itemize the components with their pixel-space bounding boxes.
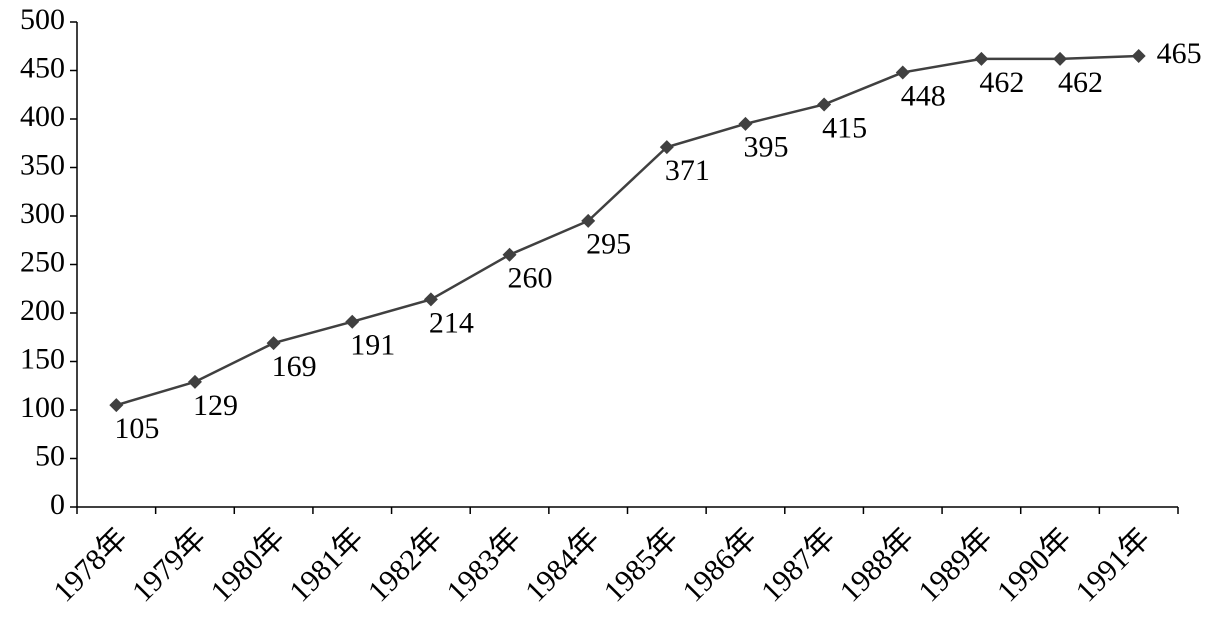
- y-tick-label: 250: [20, 245, 65, 278]
- x-tick-label: 1982年: [362, 521, 449, 608]
- y-tick-label: 0: [50, 488, 65, 521]
- x-tick-label: 1990年: [991, 521, 1078, 608]
- data-label: 462: [979, 66, 1024, 99]
- x-tick-label: 1986年: [676, 521, 763, 608]
- y-tick-label: 100: [20, 391, 65, 424]
- data-label: 371: [665, 154, 710, 187]
- marker: [895, 65, 910, 80]
- y-tick-label: 200: [20, 294, 65, 327]
- x-tick-label: 1979年: [126, 521, 213, 608]
- y-tick-label: 300: [20, 197, 65, 230]
- marker: [187, 374, 202, 389]
- x-tick-label: 1981年: [283, 521, 370, 608]
- data-label: 105: [114, 412, 159, 445]
- marker: [109, 398, 124, 413]
- marker: [345, 314, 360, 329]
- marker: [502, 247, 517, 262]
- data-label: 395: [743, 131, 788, 164]
- marker: [423, 292, 438, 307]
- x-tick-label: 1987年: [755, 521, 842, 608]
- marker: [1053, 51, 1068, 66]
- x-tick-label: 1985年: [598, 521, 685, 608]
- y-tick-label: 450: [20, 51, 65, 84]
- data-label: 465: [1157, 37, 1202, 70]
- marker: [974, 51, 989, 66]
- data-label: 214: [429, 306, 474, 339]
- x-tick-label: 1991年: [1070, 521, 1157, 608]
- data-label: 448: [901, 79, 946, 112]
- marker: [266, 336, 281, 351]
- data-label: 169: [272, 350, 317, 383]
- y-tick-label: 400: [20, 100, 65, 133]
- x-tick-label: 1980年: [204, 521, 291, 608]
- x-tick-label: 1978年: [47, 521, 134, 608]
- y-tick-label: 350: [20, 148, 65, 181]
- data-label: 191: [350, 329, 395, 362]
- data-label: 462: [1058, 66, 1103, 99]
- marker: [817, 97, 832, 112]
- y-tick-label: 500: [20, 3, 65, 36]
- data-label: 129: [193, 389, 238, 422]
- data-label: 415: [822, 111, 867, 144]
- marker: [659, 140, 674, 155]
- line: [115, 54, 1139, 407]
- x-tick-label: 1988年: [834, 521, 921, 608]
- marker: [581, 213, 596, 228]
- y-tick-label: 50: [35, 439, 65, 472]
- y-tick-label: 150: [20, 342, 65, 375]
- x-tick-label: 1984年: [519, 521, 606, 608]
- marker: [738, 116, 753, 131]
- data-label: 295: [586, 228, 631, 261]
- x-tick-label: 1983年: [440, 521, 527, 608]
- marker: [1131, 48, 1146, 63]
- data-label: 260: [508, 262, 553, 295]
- x-tick-label: 1989年: [912, 521, 999, 608]
